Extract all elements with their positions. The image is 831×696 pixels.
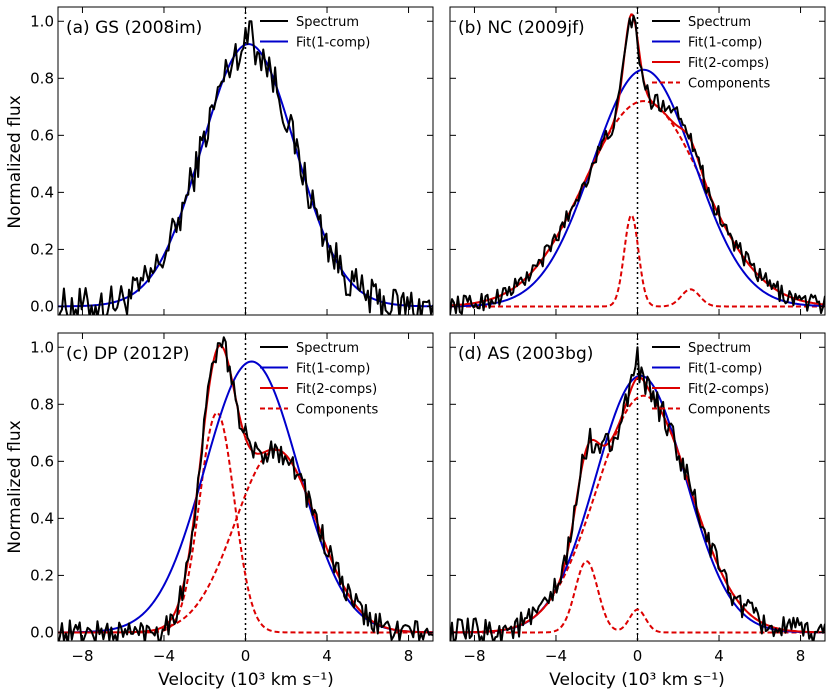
- series-group: [58, 336, 433, 641]
- legend-label: Spectrum: [688, 15, 751, 30]
- panel-2: (b) NC (2009jf) Spectrum Fit(1-comp) Fit(2-…: [449, 6, 826, 316]
- y-tick-label: 0.4: [30, 183, 54, 201]
- series-spectrum-0: [58, 336, 433, 641]
- y-tick-label: 0.2: [30, 566, 54, 584]
- x-tick-label: 4: [322, 647, 332, 665]
- x-tick-label: 0: [633, 647, 643, 665]
- y-tick-label: 0.0: [30, 297, 54, 315]
- x-axis-label-left: Velocity (10³ km s⁻¹): [158, 670, 334, 690]
- x-tick-label: 0: [241, 647, 251, 665]
- legend-label: Fit(1-comp): [296, 36, 370, 51]
- legend: Spectrum Fit(1-comp) Fit(2-comps) Component…: [652, 15, 770, 92]
- series-group: [450, 346, 825, 641]
- legend-label: Fit(1-comp): [688, 36, 762, 51]
- x-tick-label: 4: [714, 647, 724, 665]
- legend-label: Spectrum: [296, 15, 359, 30]
- legend-label: Fit(2-comps): [688, 382, 769, 397]
- series-fit1-1: [450, 68, 825, 308]
- y-tick-label: 0.8: [30, 69, 54, 87]
- series-spectrum-0: [58, 20, 433, 315]
- y-tick-label: 0.4: [30, 509, 54, 527]
- series-group: [450, 13, 825, 315]
- panel-title: (c) DP (2012P): [66, 344, 190, 364]
- x-tick-label: −8: [71, 647, 93, 665]
- legend-label: Spectrum: [296, 341, 359, 356]
- panel-1: 0.0 0.2 0.4 0.6 0.8 1.0 (a) GS (2008im) Spectru…: [30, 6, 434, 316]
- series-spectrum-0: [450, 14, 825, 315]
- panel-3: −8 −4 0 4 8 0.0 0.2 0.4 0.6 0.8 1.0 (c) DP (2012P) S…: [30, 332, 434, 665]
- series-comp-4: [58, 448, 433, 634]
- panel-title: (b) NC (2009jf): [458, 18, 585, 38]
- x-axis-label-right: Velocity (10³ km s⁻¹): [549, 670, 725, 690]
- legend-label: Fit(2-comps): [296, 382, 377, 397]
- y-tick-label: 0.0: [30, 623, 54, 641]
- y-tick-label: 0.8: [30, 395, 54, 413]
- legend-label: Components: [296, 403, 378, 418]
- y-axis-label-bottom: Normalized flux: [5, 420, 25, 553]
- series-comp-3: [450, 214, 825, 308]
- x-tick-label: 8: [796, 647, 806, 665]
- x-tick-label: 8: [404, 647, 414, 665]
- panel-title: (d) AS (2003bg): [458, 344, 593, 364]
- x-tick-label: −8: [463, 647, 485, 665]
- y-axis-label-top: Normalized flux: [5, 95, 25, 228]
- x-tick-label: −4: [153, 647, 175, 665]
- legend-label: Components: [688, 403, 770, 418]
- legend-label: Fit(1-comp): [296, 362, 370, 377]
- x-tick-label: −4: [545, 647, 567, 665]
- y-tick-label: 0.6: [30, 452, 54, 470]
- legend-label: Spectrum: [688, 341, 751, 356]
- legend: Spectrum Fit(1-comp) Fit(2-comps) Component…: [260, 341, 378, 418]
- series-comp-3: [450, 560, 825, 634]
- legend-label: Fit(1-comp): [688, 362, 762, 377]
- y-tick-label: 0.2: [30, 240, 54, 258]
- legend: Spectrum Fit(1-comp) Fit(2-comps) Component…: [652, 341, 770, 418]
- series-comp-3: [58, 411, 433, 634]
- y-tick-label: 1.0: [30, 12, 54, 30]
- y-tick-label: 1.0: [30, 338, 54, 356]
- legend-label: Fit(2-comps): [688, 56, 769, 71]
- panel-4: −8 −4 0 4 8 (d) AS (2003bg) Spectrum Fit(1-comp…: [449, 332, 826, 665]
- legend: Spectrum Fit(1-comp): [260, 15, 370, 51]
- series-spectrum-0: [450, 346, 825, 641]
- series-group: [58, 20, 433, 315]
- legend-label: Components: [688, 77, 770, 92]
- y-tick-label: 0.6: [30, 126, 54, 144]
- panel-title: (a) GS (2008im): [66, 18, 202, 38]
